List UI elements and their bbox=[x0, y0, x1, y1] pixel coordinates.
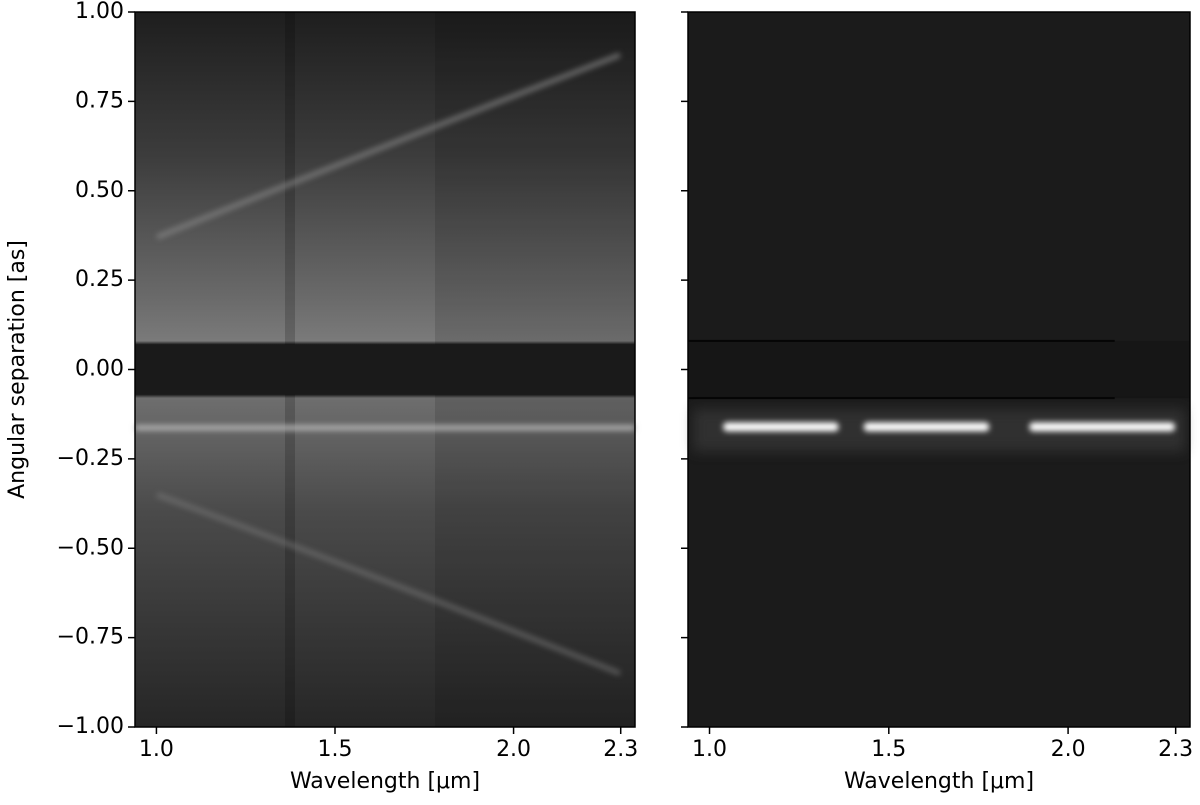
image-line bbox=[135, 425, 635, 431]
image-band bbox=[688, 340, 1190, 399]
x-tick-label: 2.0 bbox=[1051, 737, 1086, 762]
x-tick-label: 2.3 bbox=[1158, 737, 1193, 762]
x-tick-label: 1.5 bbox=[318, 737, 353, 762]
x-tick-label: 1.0 bbox=[139, 737, 174, 762]
image-streak bbox=[863, 422, 990, 432]
y-tick-label: 0.50 bbox=[75, 178, 124, 203]
y-tick-label: 0.00 bbox=[75, 357, 124, 382]
image-arc bbox=[156, 52, 621, 240]
y-axis-label: Angular separation [as] bbox=[5, 240, 30, 499]
x-tick-label: 1.5 bbox=[871, 737, 906, 762]
x-axis-label: Wavelength [μm] bbox=[290, 769, 480, 794]
x-tick-label: 2.3 bbox=[603, 737, 638, 762]
x-tick-label: 1.0 bbox=[692, 737, 727, 762]
y-tick-label: −0.50 bbox=[57, 535, 124, 560]
image-band bbox=[135, 344, 635, 395]
y-tick-label: 0.75 bbox=[75, 88, 124, 113]
y-tick-label: −0.25 bbox=[57, 446, 124, 471]
image-arc bbox=[156, 492, 621, 676]
y-tick-label: −0.75 bbox=[57, 625, 124, 650]
image-streak bbox=[1029, 422, 1175, 432]
x-tick-label: 2.0 bbox=[496, 737, 531, 762]
image-streak bbox=[723, 422, 839, 432]
y-tick-label: 1.00 bbox=[75, 0, 124, 24]
y-tick-label: 0.25 bbox=[75, 267, 124, 292]
x-axis-label: Wavelength [μm] bbox=[844, 769, 1034, 794]
y-tick-label: −1.00 bbox=[57, 714, 124, 739]
